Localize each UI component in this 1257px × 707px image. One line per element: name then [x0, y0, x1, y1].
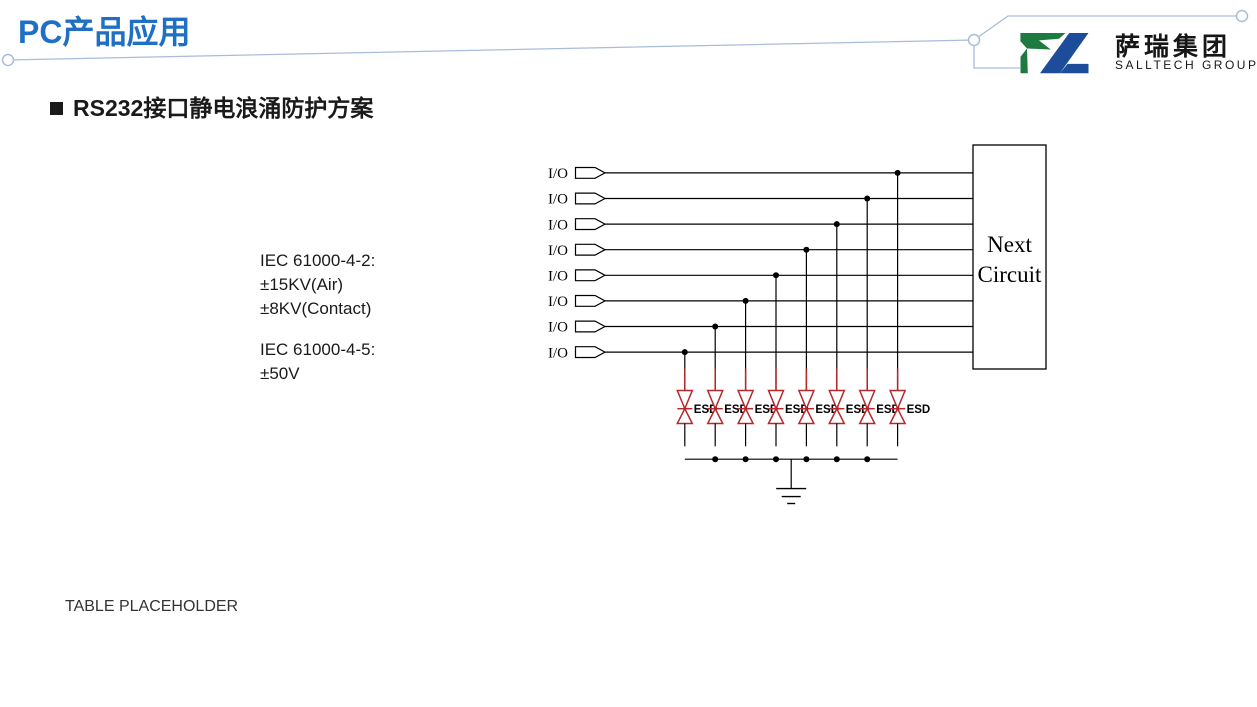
svg-text:Next: Next: [987, 232, 1032, 257]
svg-text:I/O: I/O: [548, 166, 568, 182]
svg-text:I/O: I/O: [548, 320, 568, 336]
svg-text:I/O: I/O: [548, 269, 568, 285]
svg-text:ESD: ESD: [907, 404, 931, 416]
svg-text:I/O: I/O: [548, 192, 568, 208]
svg-text:I/O: I/O: [548, 345, 568, 361]
svg-text:I/O: I/O: [548, 243, 568, 259]
svg-text:I/O: I/O: [548, 217, 568, 233]
svg-text:Circuit: Circuit: [978, 262, 1042, 287]
svg-text:I/O: I/O: [548, 294, 568, 310]
